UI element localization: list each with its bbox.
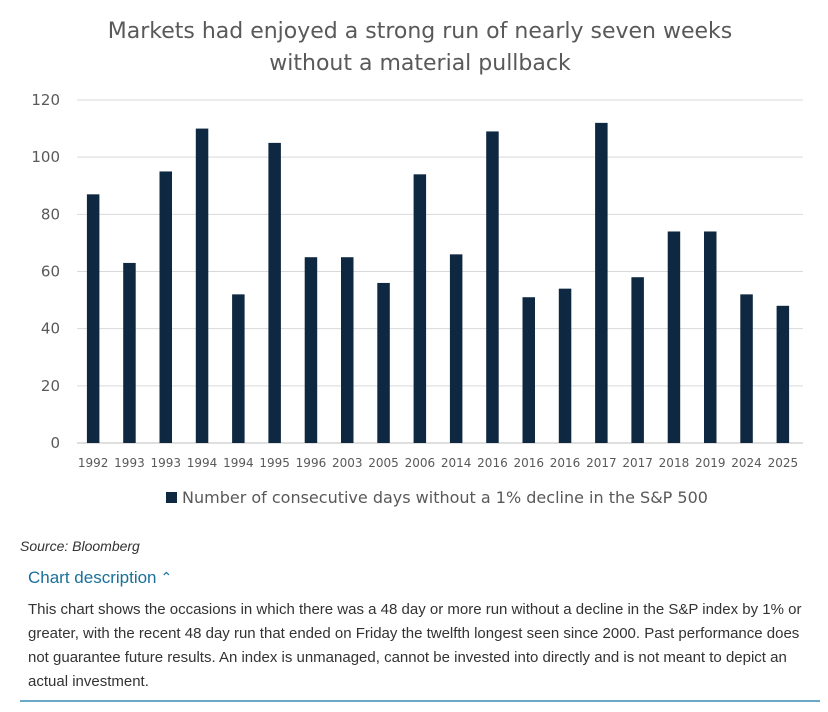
x-tick-label: 2003 bbox=[332, 456, 363, 470]
chevron-up-icon: ⌃ bbox=[160, 569, 173, 585]
x-tick-label: 1992 bbox=[78, 456, 109, 470]
x-tick-label: 2024 bbox=[731, 456, 762, 470]
x-tick-label: 2018 bbox=[659, 456, 690, 470]
legend-swatch bbox=[166, 492, 177, 503]
bar bbox=[631, 277, 644, 443]
source-note: Source: Bloomberg bbox=[20, 538, 140, 554]
x-tick-label: 2025 bbox=[768, 456, 799, 470]
x-tick-label: 2014 bbox=[441, 456, 472, 470]
bar bbox=[522, 297, 535, 443]
chart-title: Markets had enjoyed a strong run of near… bbox=[108, 19, 733, 76]
y-tick-label: 20 bbox=[41, 377, 60, 395]
chart-description-toggle[interactable]: Chart description ⌃ bbox=[28, 568, 172, 588]
bar bbox=[595, 122, 608, 443]
bar bbox=[159, 171, 172, 444]
y-tick-label: 60 bbox=[41, 263, 60, 281]
x-tick-label: 1996 bbox=[296, 456, 327, 470]
bar bbox=[341, 257, 354, 443]
chart-title-line: Markets had enjoyed a strong run of near… bbox=[108, 19, 733, 44]
x-tick-label: 2006 bbox=[405, 456, 436, 470]
x-tick-label: 2019 bbox=[695, 456, 726, 470]
bar bbox=[195, 128, 209, 444]
bar-chart: Markets had enjoyed a strong run of near… bbox=[31, 19, 803, 507]
bar bbox=[413, 174, 427, 444]
x-tick-label: 2017 bbox=[586, 456, 617, 470]
y-tick-label: 120 bbox=[31, 91, 60, 109]
bar bbox=[86, 194, 100, 443]
legend: Number of consecutive days without a 1% … bbox=[166, 488, 708, 507]
bar bbox=[232, 294, 245, 443]
y-axis-ticks: 0 20 40 60 80 100 120 bbox=[31, 91, 60, 452]
divider bbox=[20, 700, 820, 702]
y-tick-label: 0 bbox=[50, 434, 60, 452]
bar bbox=[123, 262, 136, 443]
bar bbox=[377, 282, 390, 443]
y-tick-label: 40 bbox=[41, 320, 60, 338]
x-tick-label: 2005 bbox=[368, 456, 399, 470]
x-tick-label: 2017 bbox=[622, 456, 653, 470]
bar bbox=[667, 231, 681, 443]
bar bbox=[304, 257, 318, 443]
x-tick-label: 2016 bbox=[550, 456, 581, 470]
y-tick-label: 100 bbox=[31, 148, 60, 166]
x-tick-label: 1994 bbox=[187, 456, 218, 470]
grid-lines bbox=[77, 99, 803, 444]
x-tick-label: 1993 bbox=[114, 456, 145, 470]
bars bbox=[86, 122, 790, 444]
x-tick-label: 2016 bbox=[477, 456, 508, 470]
chart-description-text: This chart shows the occasions in which … bbox=[28, 601, 802, 690]
x-tick-label: 1994 bbox=[223, 456, 254, 470]
legend-label: Number of consecutive days without a 1% … bbox=[182, 488, 708, 507]
x-tick-label: 1993 bbox=[150, 456, 181, 470]
chart-title-line: without a material pullback bbox=[269, 51, 571, 76]
bar bbox=[449, 254, 463, 443]
bar bbox=[268, 142, 281, 443]
bar bbox=[558, 288, 572, 443]
x-tick-label: 2016 bbox=[513, 456, 544, 470]
bar bbox=[776, 305, 790, 443]
bar bbox=[740, 294, 753, 443]
bar bbox=[704, 231, 717, 443]
y-tick-label: 80 bbox=[41, 205, 60, 223]
chart-description-label: Chart description bbox=[28, 568, 157, 587]
x-axis-ticks: 1992 1993 1993 1994 1994 1995 1996 2003 2005 2006… bbox=[78, 456, 798, 470]
bar bbox=[486, 131, 499, 444]
x-tick-label: 1995 bbox=[259, 456, 290, 470]
